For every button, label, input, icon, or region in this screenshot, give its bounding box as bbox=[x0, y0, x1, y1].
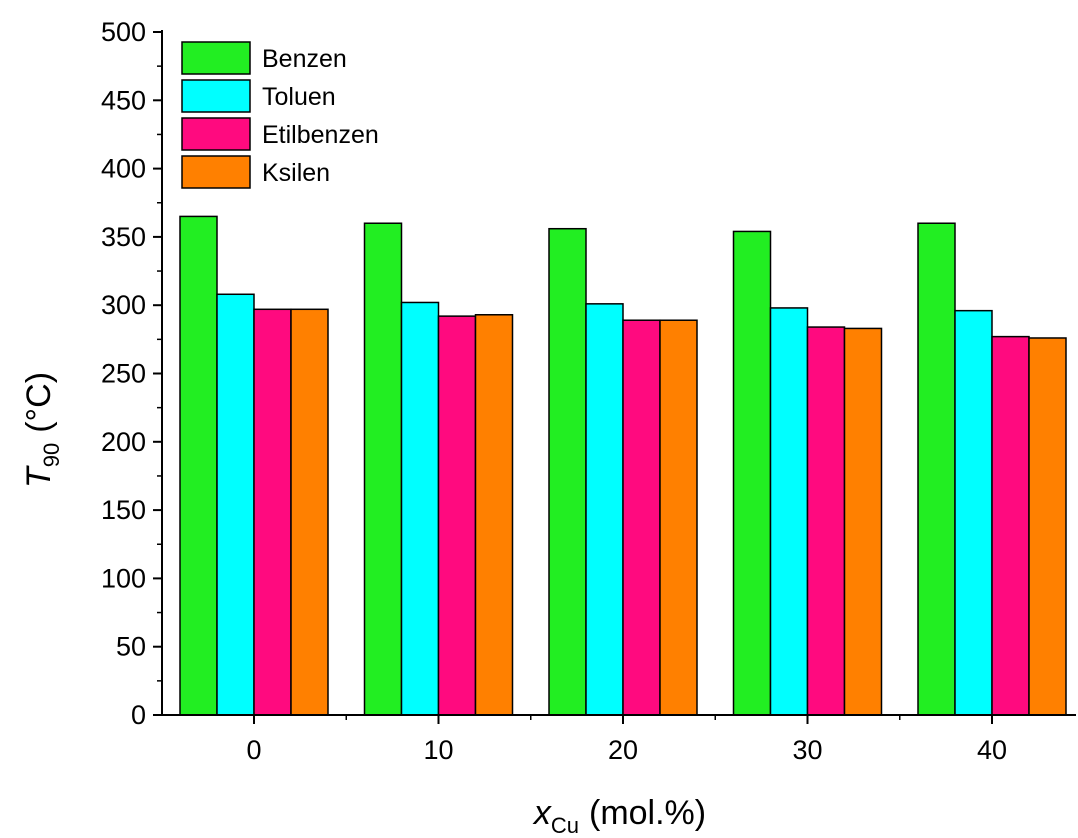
bar-benzen-10 bbox=[363, 222, 403, 716]
bar-etilbenzen-10 bbox=[437, 315, 477, 716]
bar-etilbenzen-0 bbox=[253, 308, 292, 716]
y-tick-label-200: 200 bbox=[101, 427, 146, 457]
bar-etilbenzen-40 bbox=[991, 335, 1030, 716]
y-axis-title: T90 (°C) bbox=[20, 372, 64, 488]
y-tick-label-450: 450 bbox=[101, 85, 146, 115]
x-axis-subscript: Cu bbox=[551, 813, 579, 838]
legend-swatch-ksilen bbox=[181, 155, 251, 189]
bar-toluen-0 bbox=[216, 293, 255, 716]
x-axis-unit: (mol.%) bbox=[589, 794, 706, 832]
y-tick-label-500: 500 bbox=[101, 17, 146, 47]
x-tick-label-30: 30 bbox=[792, 735, 822, 765]
y-tick-label-300: 300 bbox=[101, 290, 146, 320]
legend-label-toluen: Toluen bbox=[262, 83, 336, 111]
x-tick-label-40: 40 bbox=[977, 735, 1007, 765]
axes-group: 0 50 100 150 200 250 300 350 400 450 500 0 10 20 30 40 bbox=[101, 17, 1076, 765]
y-axis-symbol: T bbox=[20, 465, 58, 488]
bar-etilbenzen-30 bbox=[806, 326, 846, 716]
bar-ksilen-30 bbox=[843, 327, 883, 716]
legend-swatch-benzen bbox=[181, 41, 251, 75]
bar-ksilen-40 bbox=[1028, 337, 1067, 716]
legend-label-etilbenzen: Etilbenzen bbox=[262, 121, 379, 149]
y-tick-label-150: 150 bbox=[101, 495, 146, 525]
bar-ksilen-20 bbox=[659, 319, 698, 716]
bar-benzen-40 bbox=[917, 222, 956, 716]
bar-benzen-20 bbox=[548, 227, 587, 716]
x-tick-label-10: 10 bbox=[423, 735, 453, 765]
bar-toluen-20 bbox=[585, 303, 624, 716]
bar-ksilen-0 bbox=[290, 308, 329, 716]
x-tick-label-20: 20 bbox=[608, 735, 638, 765]
y-tick-label-400: 400 bbox=[101, 154, 146, 184]
bar-benzen-30 bbox=[732, 230, 772, 716]
legend-swatch-toluen bbox=[181, 79, 251, 113]
bar-etilbenzen-20 bbox=[622, 319, 661, 716]
bar-toluen-30 bbox=[769, 307, 809, 716]
legend-swatch-etilbenzen bbox=[181, 117, 251, 151]
bars-group bbox=[179, 215, 1067, 716]
x-tick-label-0: 0 bbox=[246, 735, 261, 765]
x-axis-title: xCu (mol.%) bbox=[532, 794, 706, 838]
y-axis-unit: (°C) bbox=[20, 372, 58, 433]
legend-label-benzen: Benzen bbox=[262, 45, 347, 73]
y-tick-label-250: 250 bbox=[101, 359, 146, 389]
y-tick-label-50: 50 bbox=[116, 632, 146, 662]
y-tick-label-0: 0 bbox=[131, 700, 146, 730]
x-axis-symbol: x bbox=[532, 794, 552, 832]
y-axis-subscript: 90 bbox=[39, 443, 64, 467]
bar-toluen-40 bbox=[954, 309, 993, 716]
y-tick-label-100: 100 bbox=[101, 563, 146, 593]
legend-label-ksilen: Ksilen bbox=[262, 159, 330, 187]
legend: Benzen Toluen Etilbenzen Ksilen bbox=[181, 41, 379, 189]
bar-toluen-10 bbox=[400, 301, 440, 716]
bar-ksilen-10 bbox=[474, 314, 514, 716]
bar-benzen-0 bbox=[179, 215, 218, 716]
y-tick-label-350: 350 bbox=[101, 222, 146, 252]
